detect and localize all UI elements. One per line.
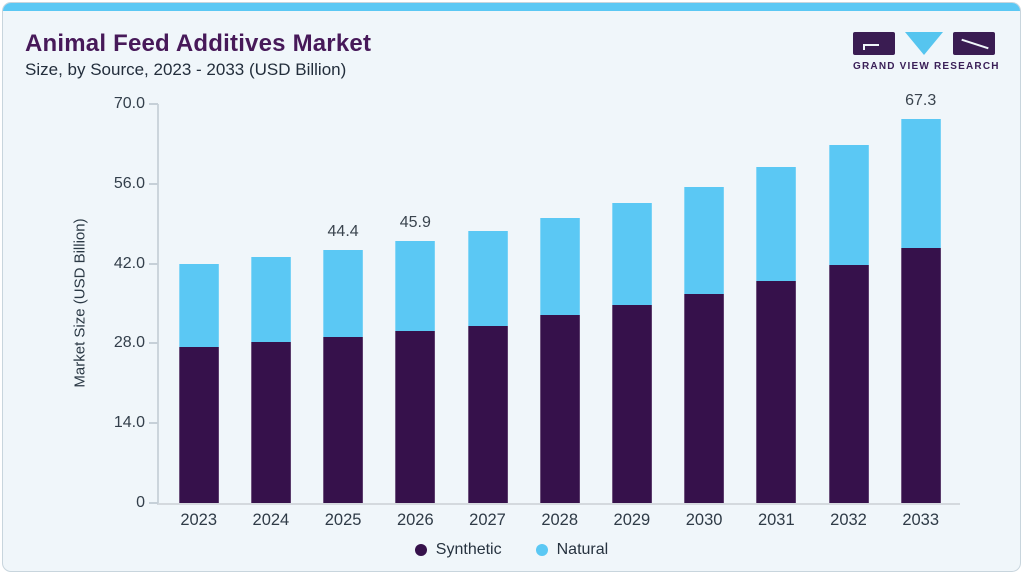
y-axis-tick — [149, 342, 158, 345]
bar-segment-synthetic — [611, 305, 652, 503]
logo-g-block-icon — [853, 31, 895, 55]
y-axis-tick-label: 28.0 — [113, 334, 145, 352]
x-axis-label: 2030 — [685, 511, 723, 529]
y-axis-tick — [149, 103, 158, 105]
x-axis-label: 2023 — [180, 511, 218, 529]
x-axis-label: 2024 — [252, 511, 290, 529]
y-axis-title: Market Size (USD Billion) — [71, 218, 89, 388]
y-axis-tick-label: 14.0 — [113, 414, 145, 432]
y-axis-tick-label: 0 — [136, 494, 145, 511]
legend-item-synthetic: Synthetic — [414, 541, 502, 559]
bar-segment-synthetic — [467, 325, 508, 503]
y-axis-tick — [149, 182, 158, 185]
bar-segment-synthetic — [900, 248, 941, 503]
grand-view-research-logo: GRAND VIEW RESEARCH — [853, 31, 1000, 72]
x-axis-label: 2031 — [757, 511, 795, 529]
legend-label-synthetic: Synthetic — [435, 541, 502, 558]
page-title: Animal Feed Additives Market — [25, 30, 372, 57]
bar-segment-natural — [178, 263, 219, 348]
x-axis-label: 2029 — [613, 511, 651, 529]
bar-segment-natural — [323, 249, 364, 338]
y-axis-tick — [149, 262, 158, 265]
legend-item-natural: Natural — [535, 541, 609, 559]
bar-total-label: 67.3 — [905, 92, 937, 110]
bar-total-label: 45.9 — [399, 214, 431, 232]
bar-segment-synthetic — [539, 315, 580, 503]
y-axis-tick — [149, 502, 158, 504]
bar-segment-synthetic — [684, 294, 725, 503]
bar-segment-natural — [395, 241, 436, 331]
bar-segment-natural — [539, 218, 580, 316]
x-axis-label: 2032 — [830, 511, 867, 529]
y-axis-tick — [149, 422, 158, 425]
accent-top-strip — [3, 3, 1020, 11]
bar-segment-natural — [828, 145, 869, 266]
y-axis-tick-label: 70.0 — [113, 95, 145, 112]
natural-swatch-icon — [535, 544, 548, 556]
y-axis-tick-label: 56.0 — [113, 174, 145, 192]
bar-segment-natural — [467, 230, 508, 326]
bar-segment-synthetic — [395, 330, 436, 503]
bar-segment-natural — [900, 119, 941, 249]
plot-area: 70.0 56.0 42.0 28.0 14.0 0 2023 2024 2025 44.4 202… — [114, 92, 960, 529]
bar-segment-natural — [611, 202, 652, 306]
x-axis-label: 2028 — [541, 511, 579, 529]
x-axis-label: 2025 — [324, 511, 362, 529]
bar-segment-synthetic — [323, 337, 364, 503]
synthetic-swatch-icon — [414, 544, 427, 556]
logo-wordmark: GRAND VIEW RESEARCH — [853, 61, 1000, 72]
bar-segment-natural — [250, 257, 291, 343]
logo-glyphs — [853, 31, 995, 55]
legend-label-natural: Natural — [556, 541, 609, 558]
bar-total-label: 44.4 — [327, 222, 359, 240]
x-axis-label: 2026 — [396, 511, 434, 529]
bar-segment-synthetic — [178, 347, 219, 503]
bar-segment-synthetic — [756, 280, 797, 503]
bar-segment-natural — [756, 167, 797, 281]
logo-v-triangle-icon — [905, 31, 943, 55]
bar-segment-synthetic — [828, 265, 869, 503]
x-axis-label: 2033 — [902, 511, 940, 529]
legend: Synthetic Natural — [3, 541, 1020, 559]
bar-segment-natural — [684, 186, 725, 295]
chart-subtitle: Size, by Source, 2023 - 2033 (USD Billio… — [25, 60, 347, 79]
bar-segment-synthetic — [250, 342, 291, 503]
y-axis-tick-label: 42.0 — [113, 254, 145, 272]
x-axis-label: 2027 — [469, 511, 506, 529]
logo-r-block-icon — [953, 31, 995, 55]
